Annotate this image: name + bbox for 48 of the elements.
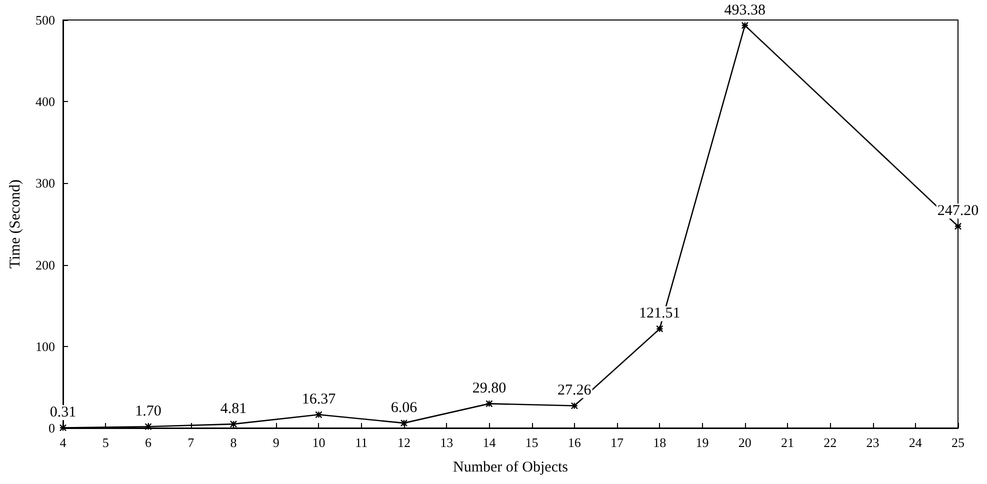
x-tick-label: 21	[781, 435, 794, 450]
x-tick-label: 22	[824, 435, 837, 450]
x-tick-label: 6	[144, 435, 152, 450]
x-tick-label: 4	[60, 435, 67, 450]
x-tick-label: 5	[102, 435, 109, 450]
y-tick-label: 400	[36, 94, 55, 110]
y-axis-title: Time (Second)	[8, 179, 24, 269]
x-tick-label: 11	[355, 435, 368, 450]
point	[741, 22, 749, 29]
point	[230, 420, 238, 428]
x-tick-label: 24	[908, 435, 922, 450]
x-tick-label: 17	[610, 435, 624, 450]
x-axis-title: Number of Objects	[453, 460, 568, 476]
x-tick-label: 12	[397, 435, 410, 450]
y-tick-label: 500	[36, 12, 55, 28]
data-label: 16.37	[302, 392, 336, 408]
x-tick-label: 15	[525, 435, 538, 450]
data-label: 4.81	[220, 400, 247, 417]
x-tick-label: 19	[696, 435, 709, 450]
data-label: 27.26	[558, 382, 592, 399]
data-label: 0.31	[50, 404, 76, 421]
point	[315, 411, 322, 418]
x-tick-label: 10	[312, 435, 326, 450]
data-label: 493.38	[724, 2, 766, 18]
y-tick-label: 300	[36, 176, 55, 191]
x-tick-label: 13	[440, 435, 454, 450]
x-tick-label: 16	[568, 435, 582, 450]
x-tick-label: 25	[952, 435, 964, 450]
point	[570, 402, 578, 410]
y-tick-label: 0	[48, 420, 55, 436]
data-label: 1.70	[135, 404, 162, 420]
x-tick-label: 9	[272, 435, 280, 450]
x-tick-label: 7	[188, 435, 195, 450]
data-label: 29.80	[472, 380, 506, 397]
data-label: 6.06	[390, 400, 418, 416]
y-tick-label: 200	[36, 257, 55, 272]
data-label: 247.20	[937, 203, 979, 220]
point	[400, 419, 408, 427]
point	[486, 400, 493, 408]
y-tick-label: 100	[36, 338, 55, 354]
x-tick-label: 14	[482, 435, 496, 450]
data-label: 121.51	[639, 306, 680, 322]
point	[656, 325, 664, 332]
x-tick-label: 23	[866, 435, 880, 450]
x-tick-label: 8	[230, 435, 237, 450]
x-tick-label: 18	[653, 435, 666, 450]
point	[144, 423, 152, 430]
x-tick-label: 20	[738, 435, 752, 450]
